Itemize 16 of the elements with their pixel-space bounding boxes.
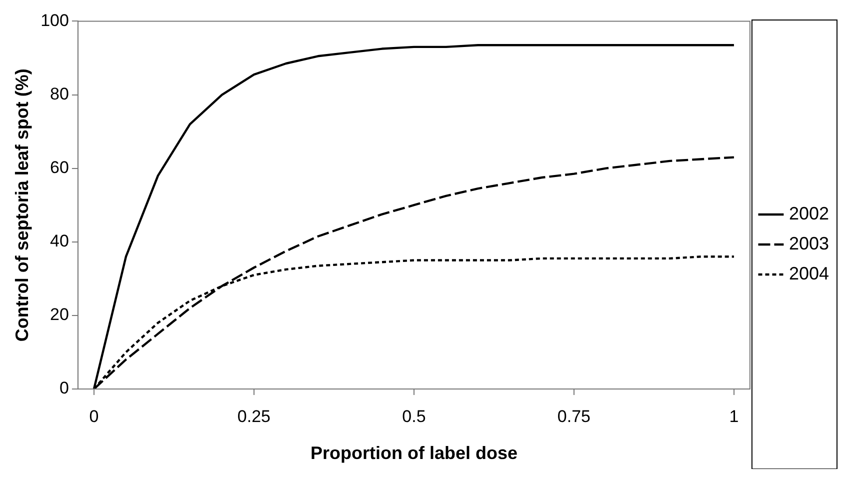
x-axis-title: Proportion of label dose [310, 443, 518, 464]
x-tick-label: 0.25 [237, 406, 271, 426]
x-tick-label: 0 [89, 406, 99, 426]
y-tick-label: 80 [50, 84, 69, 104]
y-tick-label: 0 [59, 378, 69, 398]
x-tick-label: 0.75 [557, 406, 591, 426]
legend-label: 2002 [788, 203, 830, 224]
y-tick-label: 100 [40, 10, 69, 30]
y-tick-label: 60 [50, 158, 69, 178]
y-tick-label: 40 [50, 232, 69, 251]
y-axis-title: Control of septoria leaf spot (%) [12, 68, 32, 342]
x-tick-label: 0.5 [402, 406, 426, 426]
legend-label: 2003 [788, 233, 830, 254]
y-tick-label: 20 [50, 305, 69, 324]
x-tick-label: 1 [729, 406, 739, 426]
legend-label: 2004 [788, 263, 830, 284]
